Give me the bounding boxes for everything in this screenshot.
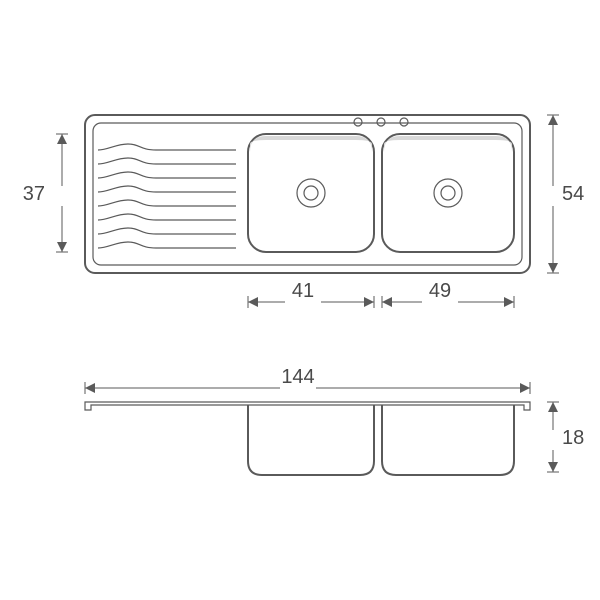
dim-label-54: 54 [562,183,584,205]
sink-dimension-drawing: 37 54 41 49 144 18 [0,0,600,600]
side-bowl-1 [248,405,374,475]
drainboard-ridges [98,144,236,248]
dim-54 [547,115,559,273]
side-bowl-2 [382,405,514,475]
faucet-hole-2 [377,118,385,126]
dim-18 [547,402,559,472]
dim-label-41: 41 [292,280,314,302]
right-bowl [382,134,514,252]
faucet-hole-3 [400,118,408,126]
dim-label-49: 49 [429,280,451,302]
dim-label-37: 37 [23,183,45,205]
dim-label-144: 144 [281,366,314,388]
side-view [85,402,530,475]
faucet-hole-1 [354,118,362,126]
dim-label-18: 18 [562,427,584,449]
dim-37 [56,134,68,252]
left-bowl [248,134,374,252]
